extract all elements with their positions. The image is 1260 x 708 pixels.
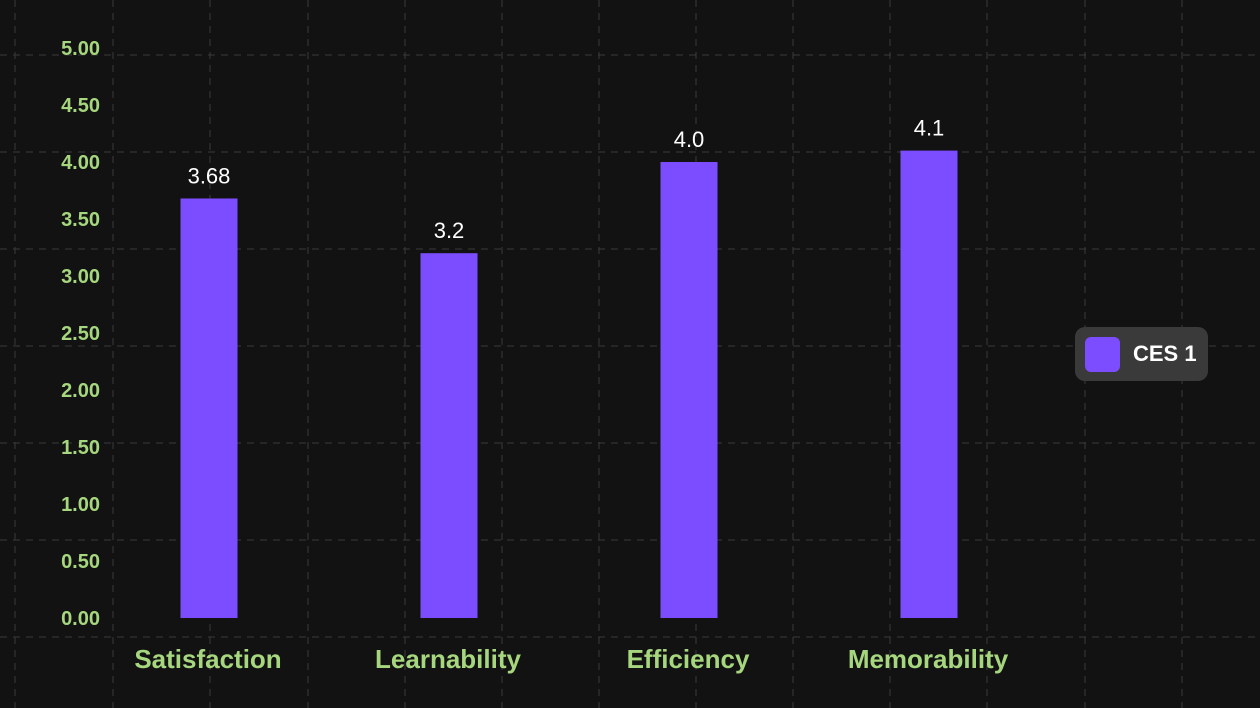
bar-learnability	[420, 253, 478, 618]
x-axis-ticks: Satisfaction Learnability Efficiency Memora…	[134, 644, 1008, 674]
value-label-efficiency: 4.0	[674, 127, 705, 152]
bar-memorability	[900, 150, 958, 618]
legend: CES 1	[1075, 327, 1208, 381]
y-tick-label: 4.50	[61, 95, 100, 117]
bar-satisfaction	[180, 198, 238, 619]
x-tick-label-satisfaction: Satisfaction	[134, 644, 281, 674]
y-tick-label: 4.00	[61, 152, 100, 174]
y-tick-label: 3.50	[61, 209, 100, 231]
y-tick-label: 3.00	[61, 266, 100, 288]
y-tick-label: 0.00	[61, 608, 100, 630]
y-tick-label: 2.50	[61, 323, 100, 345]
y-tick-label: 1.50	[61, 437, 100, 459]
y-tick-label: 1.00	[61, 494, 100, 516]
bars	[180, 150, 958, 619]
value-label-learnability: 3.2	[434, 218, 465, 243]
y-tick-label: 5.00	[61, 38, 100, 60]
legend-swatch	[1085, 336, 1120, 372]
value-label-satisfaction: 3.68	[188, 163, 231, 188]
y-tick-label: 2.00	[61, 380, 100, 402]
value-label-memorability: 4.1	[914, 116, 945, 141]
x-tick-label-efficiency: Efficiency	[627, 644, 750, 674]
y-tick-label: 0.50	[61, 551, 100, 573]
x-tick-label-learnability: Learnability	[375, 644, 521, 674]
value-labels: 3.68 3.2 4.0 4.1	[188, 116, 945, 244]
y-axis-ticks: 0.00 0.50 1.00 1.50 2.00 2.50 3.00 3.50 4.00 4.50…	[61, 38, 100, 630]
x-tick-label-memorability: Memorability	[848, 644, 1009, 674]
bar-efficiency	[660, 162, 718, 618]
legend-label: CES 1	[1133, 341, 1197, 366]
